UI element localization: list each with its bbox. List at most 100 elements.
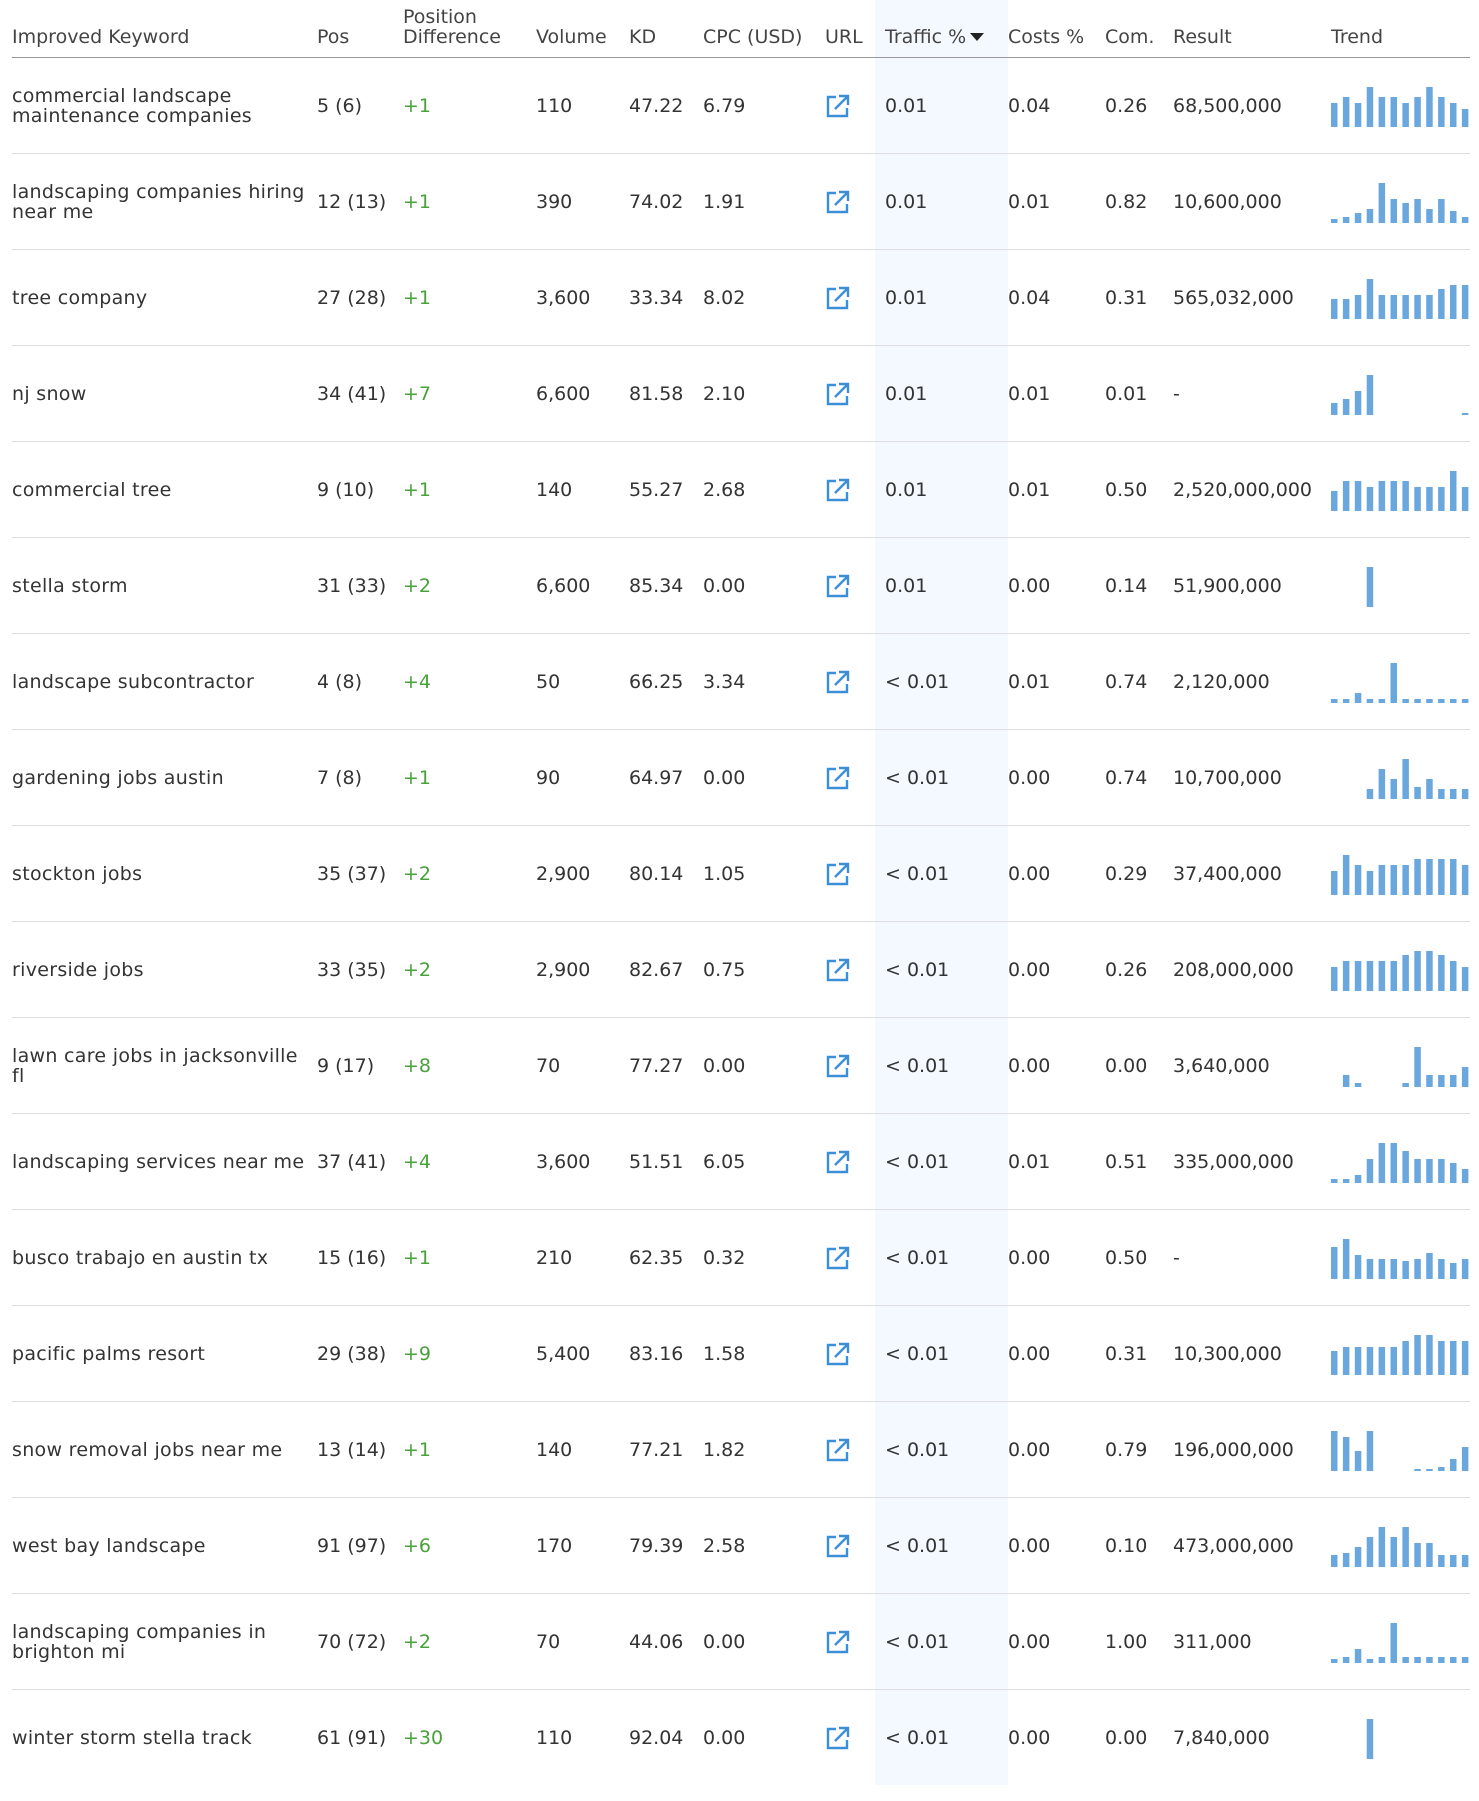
sort-arrow (970, 33, 985, 41)
cpc-text: 0.75 (703, 958, 746, 981)
traffic-text: 0.01 (885, 382, 928, 405)
external-link-icon[interactable] (825, 1341, 851, 1367)
trend-bar (1450, 102, 1457, 127)
cpc-text: 2.10 (703, 382, 746, 405)
external-link-icon[interactable] (825, 1629, 851, 1655)
external-link-icon[interactable] (825, 861, 851, 887)
icon-box (826, 1535, 849, 1557)
external-link-icon[interactable] (825, 189, 851, 215)
costs-text: 0.01 (1008, 190, 1051, 213)
keyword-row: landscaping services near me 37 (41) +4 3,6… (12, 1113, 1470, 1210)
column-header: Improved Keyword (12, 0, 317, 58)
cell (825, 1497, 875, 1594)
external-link-icon[interactable] (825, 285, 851, 311)
external-link-icon[interactable] (825, 957, 851, 983)
icon-box (826, 287, 849, 309)
icon-arrow (834, 1438, 850, 1454)
cpc-text: 0.00 (703, 1726, 746, 1749)
trend-sparkline (1331, 278, 1469, 319)
traffic-text: < 0.01 (885, 1150, 950, 1173)
cpc-text: 6.05 (703, 1150, 746, 1173)
cell: tree company (12, 249, 317, 346)
costs-text: 0.00 (1008, 1342, 1051, 1365)
trend-sparkline (1366, 758, 1469, 799)
keyword-row: stella storm 31 (33) +2 6,600 85.34 0.00 0.01 0… (12, 537, 1470, 634)
costs-text: 0.04 (1008, 94, 1051, 117)
icon-box (826, 383, 849, 405)
cpc-text: 1.05 (703, 862, 746, 885)
trend-bar (1438, 1554, 1445, 1567)
cell: 85.34 (629, 537, 703, 634)
cell: 6.05 (703, 1113, 825, 1210)
trend-bar (1450, 1340, 1457, 1375)
trend-bar (1426, 294, 1433, 319)
trend-bar (1450, 698, 1457, 703)
cell: 0.01 (1008, 633, 1105, 730)
external-link-icon[interactable] (825, 765, 851, 791)
trend-bar (1378, 768, 1386, 799)
volume-text: 3,600 (536, 286, 591, 309)
cell: 311,000 (1173, 1593, 1331, 1690)
trend-bar (1378, 960, 1386, 991)
cell: 3.34 (703, 633, 825, 730)
cell: 13 (14) (317, 1401, 403, 1498)
column-header-text: Result (1173, 26, 1232, 48)
cell: 0.01 (875, 537, 1008, 634)
cell: 2,900 (536, 921, 629, 1018)
external-link-icon[interactable] (825, 381, 851, 407)
cell: 47.22 (629, 57, 703, 154)
result-text: 311,000 (1173, 1630, 1252, 1653)
icon-arrow (834, 574, 850, 590)
keyword-row: stockton jobs 35 (37) +2 2,900 80.14 1.05 < 0.… (12, 825, 1470, 922)
kd-text: 83.16 (629, 1342, 684, 1365)
pos-text: 4 (8) (317, 670, 363, 693)
trend-bar (1366, 1658, 1374, 1663)
cell (825, 441, 875, 538)
column-header[interactable]: Traffic % (875, 0, 1008, 58)
external-link-icon[interactable] (825, 1725, 851, 1751)
diff-text: +1 (403, 766, 432, 789)
external-link-icon[interactable] (825, 669, 851, 695)
external-link-icon[interactable] (825, 1149, 851, 1175)
volume-text: 2,900 (536, 862, 591, 885)
trend-bar (1438, 1258, 1445, 1279)
traffic-text: 0.01 (885, 94, 928, 117)
cell: +1 (403, 249, 536, 346)
trend-bar (1331, 698, 1338, 703)
trend-bar (1390, 662, 1397, 703)
kd-text: 66.25 (629, 670, 684, 693)
trend-bar (1402, 1340, 1409, 1375)
trend-bar (1414, 198, 1421, 223)
costs-text: 0.01 (1008, 382, 1051, 405)
trend-bar (1402, 294, 1409, 319)
cell: +2 (403, 921, 536, 1018)
cell: 0.82 (1105, 153, 1173, 250)
external-link-icon[interactable] (825, 1053, 851, 1079)
trend-sparkline (1366, 1718, 1374, 1759)
external-link-icon[interactable] (825, 1533, 851, 1559)
cell: 140 (536, 1401, 629, 1498)
column-header-text: Position Difference (403, 6, 501, 48)
cell: - (1173, 345, 1331, 442)
cpc-text: 2.68 (703, 478, 746, 501)
cell (825, 921, 875, 1018)
kd-text: 82.67 (629, 958, 684, 981)
external-link-icon[interactable] (825, 1437, 851, 1463)
traffic-text: < 0.01 (885, 1246, 950, 1269)
com-text: 1.00 (1105, 1630, 1148, 1653)
trend-bar (1366, 1430, 1374, 1471)
external-link-icon[interactable] (825, 93, 851, 119)
cell: 9 (17) (317, 1017, 403, 1114)
keyword-table: Improved Keyword Pos Position Difference Vo… (12, 0, 1470, 1785)
volume-text: 6,600 (536, 574, 591, 597)
sort-icon (970, 33, 985, 41)
cell: 1.00 (1105, 1593, 1173, 1690)
external-link-icon[interactable] (825, 1245, 851, 1271)
trend-bar (1331, 102, 1338, 127)
trend-bar (1461, 1258, 1469, 1279)
external-link-icon[interactable] (825, 573, 851, 599)
external-link-icon[interactable] (825, 477, 851, 503)
trend-bar (1354, 1648, 1362, 1663)
com-text: 0.82 (1105, 190, 1148, 213)
trend-sparkline (1366, 566, 1374, 607)
